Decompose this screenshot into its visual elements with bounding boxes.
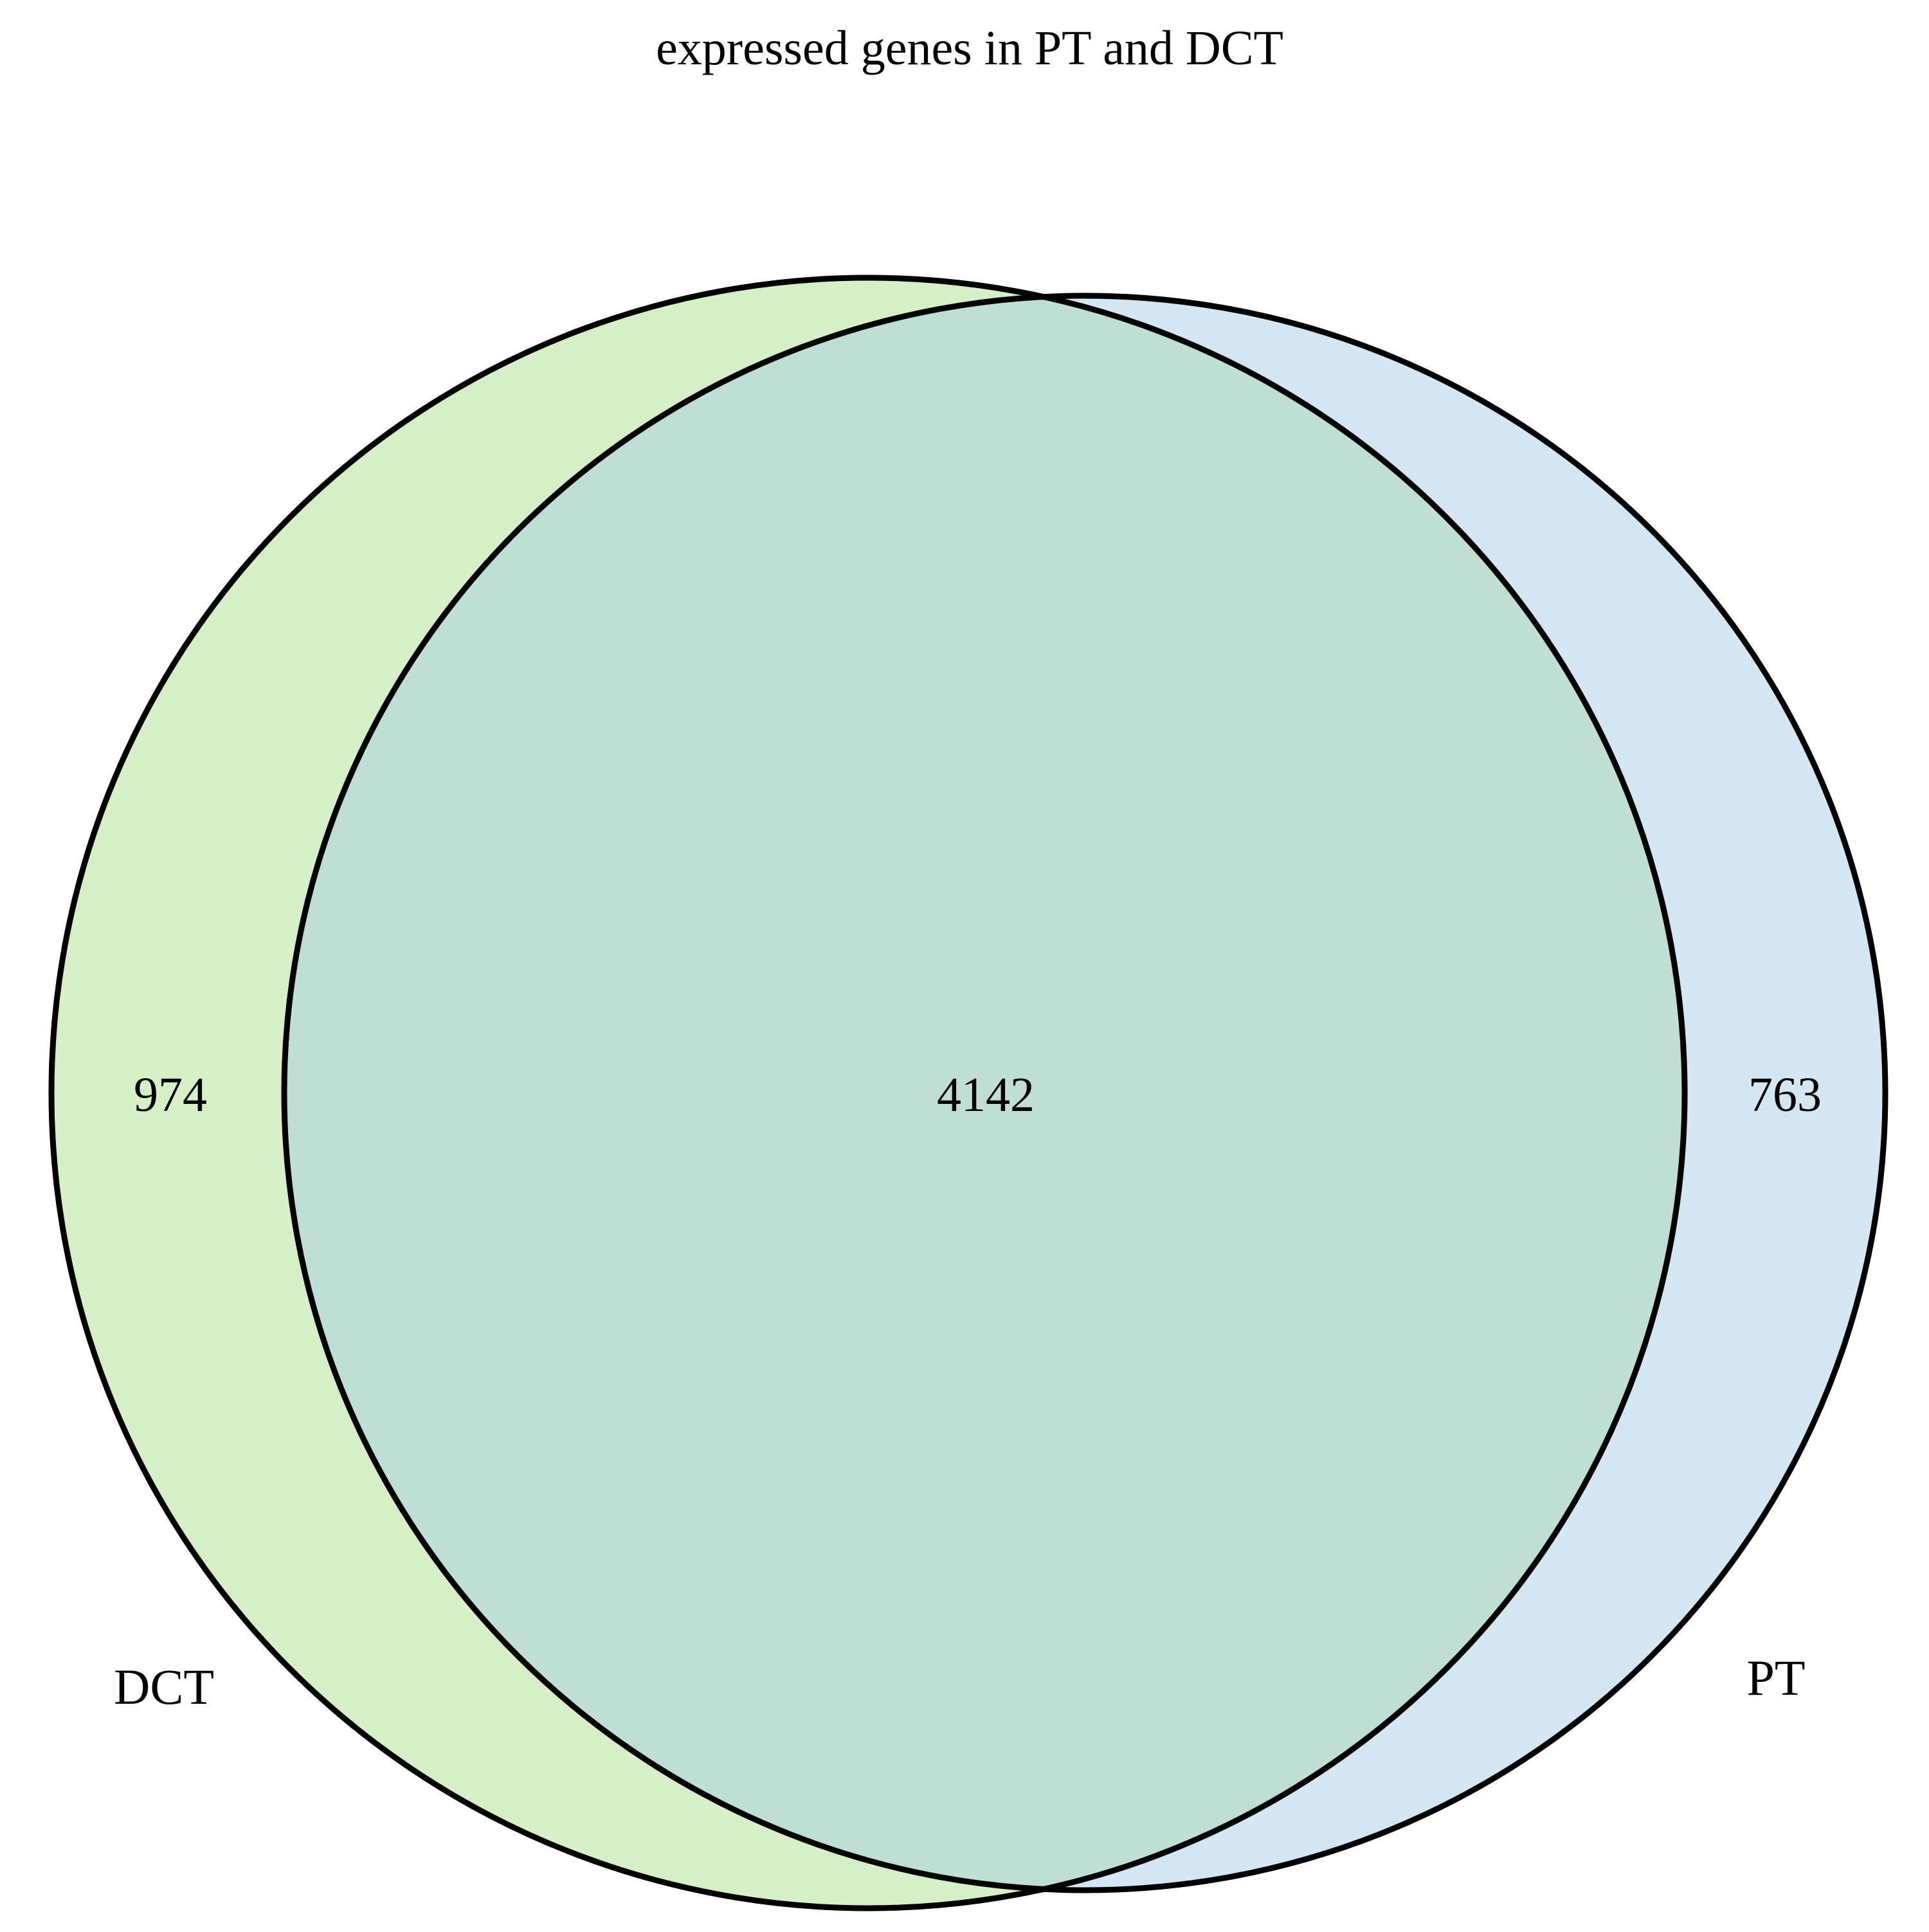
pt-set-outline xyxy=(281,293,1888,1893)
dct-set-outline xyxy=(48,275,1688,1911)
dct-set-label: DCT xyxy=(114,1659,214,1715)
chart-title: expressed genes in PT and DCT xyxy=(656,21,1283,75)
dct-only-count: 974 xyxy=(134,1068,207,1122)
overlap-region xyxy=(284,296,1685,1890)
overlap-count: 4142 xyxy=(937,1068,1035,1122)
pt-set-label: PT xyxy=(1746,1650,1805,1706)
pt-only-count: 763 xyxy=(1748,1068,1822,1122)
